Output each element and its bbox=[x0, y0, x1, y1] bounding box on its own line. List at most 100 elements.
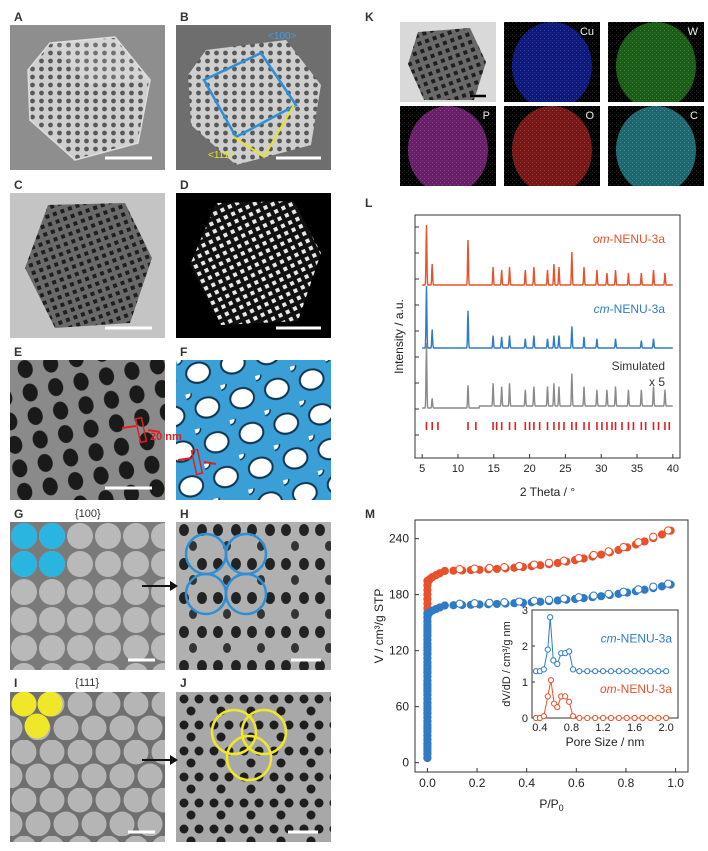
sem-image-crystal-a bbox=[10, 25, 165, 170]
y-tick-label: 60 bbox=[396, 700, 410, 714]
isotherm-point bbox=[500, 598, 509, 607]
isotherm-point bbox=[649, 532, 658, 541]
isotherm-point bbox=[515, 597, 524, 606]
x-tick-label: 15 bbox=[488, 463, 500, 475]
psd-point bbox=[540, 666, 547, 673]
isotherm-point bbox=[664, 526, 673, 535]
eds-map-cu: Cu bbox=[504, 22, 600, 102]
tem-image-e bbox=[10, 360, 165, 500]
x-axis-label: 2 Theta / ° bbox=[520, 485, 575, 499]
eds-map-tem bbox=[400, 22, 496, 102]
psd-point bbox=[631, 668, 638, 675]
isotherm-point bbox=[530, 560, 539, 569]
y-tick-label: 0 bbox=[402, 756, 409, 770]
psd-point bbox=[592, 668, 599, 675]
isotherm-point bbox=[597, 550, 606, 559]
x-tick-label: 20 bbox=[523, 463, 535, 475]
psd-point bbox=[647, 714, 654, 722]
sem-image-h bbox=[176, 522, 331, 670]
y-axis-label: V / cm³/g STP bbox=[372, 589, 386, 664]
panel-label-l: L bbox=[365, 196, 373, 210]
legend-simulated: Simulated bbox=[612, 359, 665, 373]
psd-point bbox=[544, 693, 551, 700]
isotherm-point bbox=[515, 561, 524, 571]
inset-y-label: dV/dD / cm³/g nm bbox=[501, 621, 513, 707]
panel-label-a: A bbox=[14, 10, 23, 24]
x-tick-label: 35 bbox=[631, 463, 643, 475]
simulated-scale-annotation: x 5 bbox=[649, 375, 665, 389]
facet-label-111: {111} bbox=[75, 677, 100, 689]
panel-label-h: H bbox=[180, 507, 189, 521]
legend-om: om-NENU-3a bbox=[593, 232, 665, 246]
x-tick-label: 1.0 bbox=[667, 776, 684, 790]
psd-point bbox=[550, 657, 557, 664]
sem-image-i bbox=[10, 692, 165, 842]
psd-point bbox=[554, 704, 561, 711]
inset-x-label: Pore Size / nm bbox=[566, 735, 645, 749]
x-tick-label: 5 bbox=[419, 463, 425, 475]
inset-legend-0: cm-NENU-3a bbox=[601, 631, 673, 645]
isotherm-point bbox=[574, 553, 583, 563]
y-tick-label: 180 bbox=[389, 588, 409, 602]
psd-point bbox=[599, 668, 607, 675]
panel-label-e: E bbox=[14, 345, 23, 359]
y-tick-label: 120 bbox=[389, 644, 409, 658]
isotherm-point bbox=[530, 596, 539, 605]
eds-map-w: W bbox=[608, 22, 704, 102]
psd-point bbox=[655, 714, 662, 722]
isotherm-point bbox=[559, 594, 569, 603]
scale-label-20nm: 20 nm bbox=[150, 431, 182, 443]
psd-point bbox=[565, 698, 573, 705]
isotherm-point bbox=[589, 591, 598, 600]
psd-point bbox=[547, 614, 554, 621]
x-tick-label: 40 bbox=[667, 463, 679, 475]
psd-point bbox=[655, 668, 662, 675]
eds-map-p: P bbox=[400, 106, 496, 186]
psd-point bbox=[584, 668, 591, 675]
tem-image-c bbox=[10, 193, 165, 338]
panel-label-f: F bbox=[180, 345, 188, 359]
psd-point bbox=[663, 668, 670, 675]
eds-map-o: O bbox=[504, 106, 600, 186]
isotherm-point bbox=[574, 593, 583, 602]
xrd-chart: 5 10 15 20 25 30 35 40 2 Theta / ° Intensity / a.… bbox=[392, 214, 681, 499]
facet-label-100: {100} bbox=[75, 508, 101, 520]
psd-point bbox=[576, 714, 583, 722]
psd-point bbox=[639, 714, 646, 722]
panel-label-d: D bbox=[180, 178, 189, 192]
eds-map-c: C bbox=[608, 106, 704, 186]
isotherm-point bbox=[604, 547, 613, 556]
eds-element-label: O bbox=[585, 110, 594, 122]
psd-point bbox=[592, 714, 599, 722]
inset-y-tick-label: 2 bbox=[522, 641, 528, 653]
psd-point bbox=[569, 666, 577, 673]
isotherm-point bbox=[649, 582, 658, 591]
inset-x-tick-label: 1.6 bbox=[627, 722, 642, 734]
x-axis-label: P/P0 bbox=[539, 797, 563, 813]
panel-label-m: M bbox=[365, 507, 375, 521]
psd-point bbox=[615, 714, 622, 722]
inset-y-tick-label: 1 bbox=[522, 677, 528, 689]
sem-image-crystal-b: <100> <111> bbox=[176, 25, 331, 170]
arrow-icon bbox=[142, 755, 178, 765]
psd-point bbox=[599, 714, 607, 722]
psd-point bbox=[631, 714, 638, 722]
psd-point bbox=[607, 714, 615, 722]
plot-frame bbox=[414, 519, 689, 773]
arrow-icon bbox=[142, 581, 178, 591]
psd-point bbox=[584, 714, 591, 722]
isotherm-point bbox=[634, 538, 643, 547]
inset-legend-1: om-NENU-3a bbox=[600, 682, 672, 696]
psd-point bbox=[615, 668, 622, 675]
isotherm-point bbox=[619, 587, 628, 596]
psd-point bbox=[547, 677, 555, 684]
isotherm-point bbox=[619, 543, 628, 552]
psd-point bbox=[607, 668, 615, 675]
y-tick-label: 240 bbox=[389, 532, 409, 546]
x-tick-label: 0.2 bbox=[469, 776, 486, 790]
inset-x-tick-label: 0.4 bbox=[532, 722, 547, 734]
legend-cm: cm-NENU-3a bbox=[594, 302, 666, 316]
isotherm-point bbox=[589, 550, 598, 560]
inset-x-tick-label: 0.8 bbox=[564, 722, 579, 734]
eds-element-label: Cu bbox=[579, 26, 594, 38]
